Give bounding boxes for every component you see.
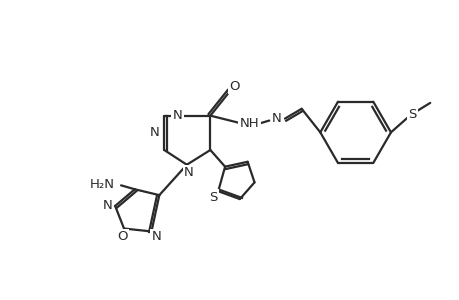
Text: S: S <box>209 190 217 204</box>
Text: N: N <box>172 109 182 122</box>
Text: N: N <box>184 166 193 179</box>
Text: N: N <box>149 126 159 139</box>
Text: O: O <box>229 80 240 93</box>
Text: NH: NH <box>239 117 259 130</box>
Text: N: N <box>102 200 112 212</box>
Text: N: N <box>151 230 161 243</box>
Text: N: N <box>272 112 281 125</box>
Text: O: O <box>117 230 127 243</box>
Text: S: S <box>408 108 416 121</box>
Text: H₂N: H₂N <box>90 178 115 191</box>
